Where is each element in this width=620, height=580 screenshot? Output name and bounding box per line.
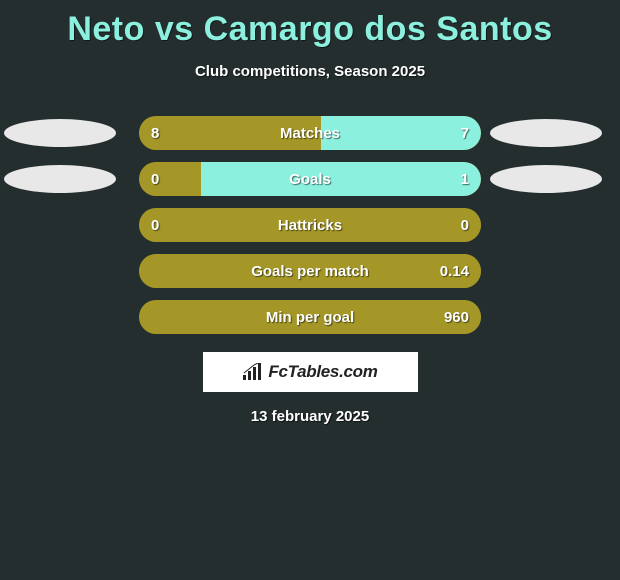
stat-bar: 0 Hattricks 0 <box>139 208 481 242</box>
stat-label: Min per goal <box>266 309 354 326</box>
subtitle: Club competitions, Season 2025 <box>0 63 620 80</box>
stat-row: 0 Hattricks 0 <box>0 208 620 242</box>
bar-left-fill <box>139 162 201 196</box>
stat-label: Matches <box>280 125 340 142</box>
logo-text: FcTables.com <box>268 362 377 382</box>
stat-row: Goals per match 0.14 <box>0 254 620 288</box>
stat-bar: Min per goal 960 <box>139 300 481 334</box>
bar-right-fill <box>201 162 481 196</box>
player-right-badge <box>490 119 602 147</box>
bar-right-fill <box>321 116 481 150</box>
stat-bar: 0 Goals 1 <box>139 162 481 196</box>
player-left-badge <box>4 119 116 147</box>
stat-row: 8 Matches 7 <box>0 116 620 150</box>
player-right-badge <box>490 165 602 193</box>
stat-left-value: 0 <box>151 171 159 188</box>
stat-label: Hattricks <box>278 217 342 234</box>
comparison-chart: 8 Matches 7 0 Goals 1 0 Hattricks 0 Goals per mat… <box>0 116 620 334</box>
stat-label: Goals per match <box>251 263 369 280</box>
stat-bar: 8 Matches 7 <box>139 116 481 150</box>
stat-bar: Goals per match 0.14 <box>139 254 481 288</box>
page-title: Neto vs Camargo dos Santos <box>0 0 620 49</box>
stat-left-value: 0 <box>151 217 159 234</box>
stat-left-value: 8 <box>151 125 159 142</box>
stat-right-value: 960 <box>444 309 469 326</box>
stat-right-value: 0.14 <box>440 263 469 280</box>
fctables-logo: FcTables.com <box>203 352 418 392</box>
stat-right-value: 7 <box>461 125 469 142</box>
player-left-badge <box>4 165 116 193</box>
stat-right-value: 0 <box>461 217 469 234</box>
stat-right-value: 1 <box>461 171 469 188</box>
stat-row: Min per goal 960 <box>0 300 620 334</box>
stat-row: 0 Goals 1 <box>0 162 620 196</box>
stat-label: Goals <box>289 171 331 188</box>
bars-icon <box>242 363 264 381</box>
date-label: 13 february 2025 <box>0 408 620 425</box>
